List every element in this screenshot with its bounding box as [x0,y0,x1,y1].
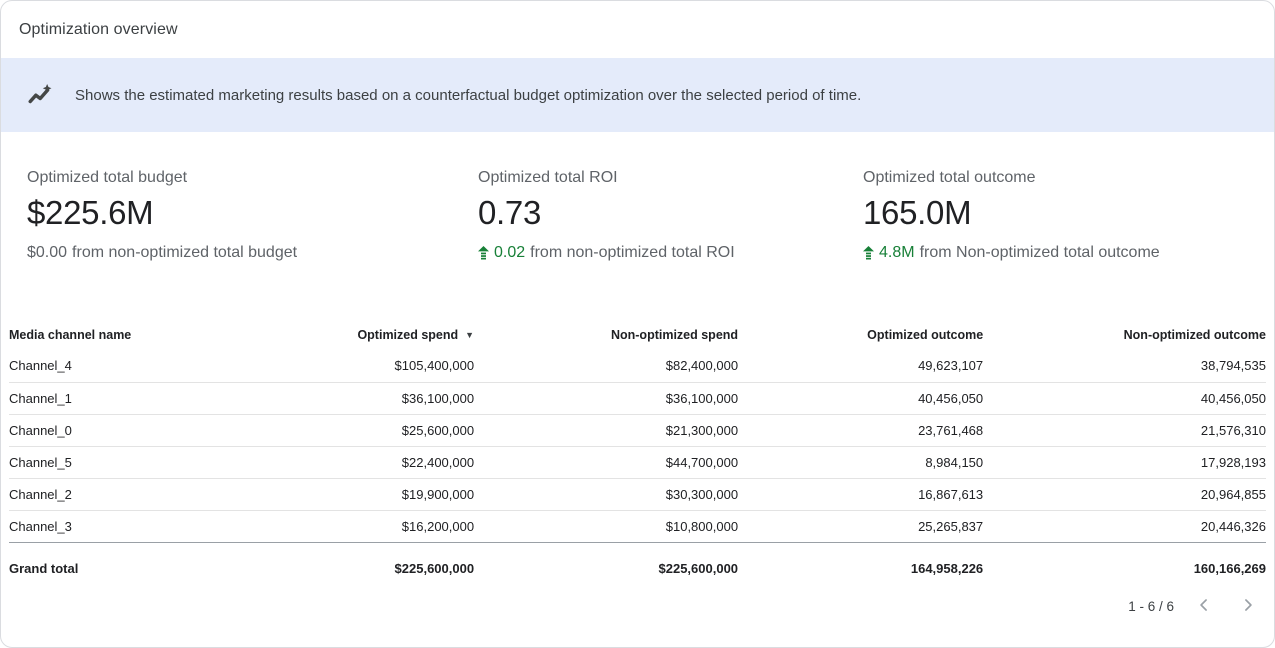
pagination-range: 1 - 6 / 6 [1128,598,1174,614]
kpi-delta-text: from non-optimized total ROI [530,244,735,261]
kpi-value: 165.0M [863,194,972,231]
table-row[interactable]: Channel_2 $19,900,000 $30,300,000 16,867… [9,478,1266,511]
kpi-delta-text: from Non-optimized total outcome [919,244,1160,261]
grand-total-optimized-outcome: 164,958,226 [910,560,984,576]
kpi-delta-amount: 4.8M [879,244,915,261]
kpi-label: Optimized total budget [27,169,188,186]
cell-optimized-outcome: 40,456,050 [738,382,984,415]
kpi-label: Optimized total ROI [478,169,618,186]
kpi-delta: 4.8M from Non-optimized total outcome [863,243,1248,262]
cell-non-optimized-outcome: 20,964,855 [983,478,1266,511]
cell-non-optimized-outcome: 40,456,050 [983,382,1266,415]
insights-icon [27,82,53,108]
cell-non-optimized-spend: $21,300,000 [474,414,739,447]
cell-optimized-spend: $16,200,000 [285,510,475,543]
kpi-delta-amount: 0.02 [494,244,526,261]
cell-non-optimized-outcome: 38,794,535 [983,350,1266,383]
table-row[interactable]: Channel_3 $16,200,000 $10,800,000 25,265… [9,510,1266,543]
table-row[interactable]: Channel_0 $25,600,000 $21,300,000 23,761… [9,414,1266,447]
grand-total-optimized-spend: $225,600,000 [394,560,475,576]
kpi-delta: 0.02 from non-optimized total ROI [478,243,863,262]
kpi-label: Optimized total outcome [863,169,1036,186]
kpi-delta-text: from non-optimized total budget [72,244,298,261]
banner-text: Shows the estimated marketing results ba… [75,86,862,104]
cell-optimized-outcome: 23,761,468 [738,414,984,447]
kpi-delta-amount: $0.00 [27,244,68,261]
grand-total-non-optimized-spend: $225,600,000 [658,560,739,576]
kpi-delta: $0.00 from non-optimized total budget [27,243,478,262]
table-row[interactable]: Channel_5 $22,400,000 $44,700,000 8,984,… [9,446,1266,479]
cell-media-channel-name: Channel_5 [9,446,286,479]
up-arrow-icon [863,245,874,260]
cell-media-channel-name: Channel_3 [9,510,286,543]
table-header-row: Media channel name Optimized spend ▼ Non-… [9,320,1266,350]
kpi-optimized-total-outcome: Optimized total outcome 165.0M 4.8M from… [863,168,1248,262]
card-header: Optimization overview [1,1,1274,58]
page-title: Optimization overview [19,20,178,38]
grand-total-label: Grand total [9,560,79,576]
table-body: Channel_4 $105,400,000 $82,400,000 49,62… [9,350,1266,543]
cell-media-channel-name: Channel_1 [9,382,286,415]
next-page-button[interactable] [1234,594,1262,618]
cell-optimized-spend: $105,400,000 [285,350,475,383]
cell-media-channel-name: Channel_2 [9,478,286,511]
col-header-label: Optimized spend [357,328,459,342]
cell-optimized-spend: $36,100,000 [285,382,475,415]
cell-non-optimized-spend: $82,400,000 [474,350,739,383]
col-header-non-optimized-spend[interactable]: Non-optimized spend [610,328,739,342]
cell-optimized-spend: $22,400,000 [285,446,475,479]
cell-non-optimized-spend: $30,300,000 [474,478,739,511]
cell-non-optimized-outcome: 20,446,326 [983,510,1266,543]
cell-optimized-spend: $25,600,000 [285,414,475,447]
col-header-media-channel-name[interactable]: Media channel name [9,328,132,342]
table-row[interactable]: Channel_4 $105,400,000 $82,400,000 49,62… [9,350,1266,383]
kpi-optimized-total-roi: Optimized total ROI 0.73 0.02 from non-o… [478,168,863,262]
col-header-optimized-outcome[interactable]: Optimized outcome [867,328,984,342]
col-header-optimized-spend[interactable]: Optimized spend ▼ [286,320,475,350]
cell-optimized-outcome: 16,867,613 [738,478,984,511]
col-header-non-optimized-outcome[interactable]: Non-optimized outcome [1123,328,1266,342]
up-arrow-icon [478,245,489,260]
cell-non-optimized-spend: $10,800,000 [474,510,739,543]
cell-optimized-outcome: 49,623,107 [738,350,984,383]
info-banner: Shows the estimated marketing results ba… [1,58,1274,132]
cell-optimized-spend: $19,900,000 [285,478,475,511]
pagination: 1 - 6 / 6 [1,594,1274,618]
cell-non-optimized-spend: $44,700,000 [474,446,739,479]
chevron-left-icon [1194,595,1214,618]
cell-non-optimized-outcome: 21,576,310 [983,414,1266,447]
sort-desc-icon: ▼ [465,330,475,340]
prev-page-button[interactable] [1190,594,1218,618]
kpi-optimized-total-budget: Optimized total budget $225.6M $0.00 fro… [27,168,478,262]
table-row[interactable]: Channel_1 $36,100,000 $36,100,000 40,456… [9,382,1266,415]
cell-optimized-outcome: 8,984,150 [738,446,984,479]
chevron-right-icon [1238,595,1258,618]
kpi-value: 0.73 [478,194,542,231]
kpi-row: Optimized total budget $225.6M $0.00 fro… [1,132,1274,262]
cell-non-optimized-outcome: 17,928,193 [983,446,1266,479]
cell-non-optimized-spend: $36,100,000 [474,382,739,415]
kpi-value: $225.6M [27,194,154,231]
channel-table: Media channel name Optimized spend ▼ Non-… [1,320,1274,594]
grand-total-non-optimized-outcome: 160,166,269 [1193,560,1266,576]
cell-optimized-outcome: 25,265,837 [738,510,984,543]
grand-total-row: Grand total $225,600,000 $225,600,000 16… [9,542,1266,594]
cell-media-channel-name: Channel_4 [9,350,286,383]
cell-media-channel-name: Channel_0 [9,414,286,447]
